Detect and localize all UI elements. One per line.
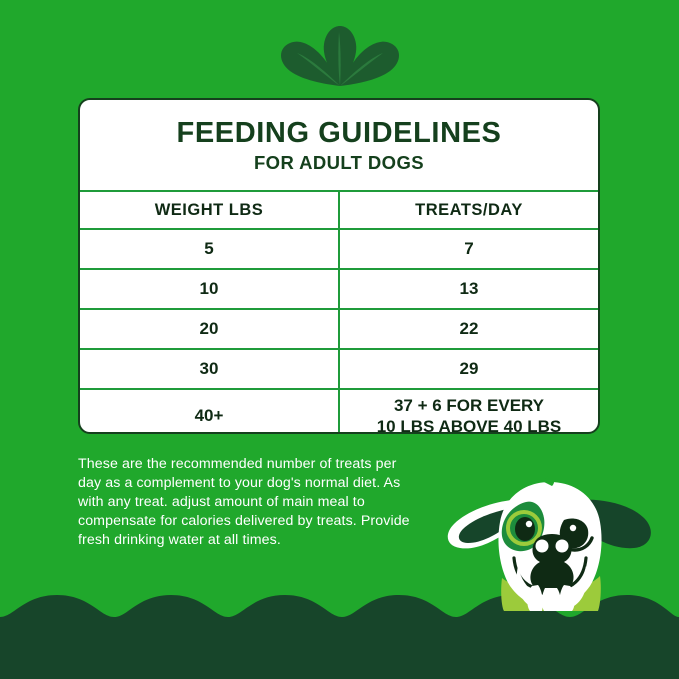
table-body: 5 7 10 13 20 22 30 29 40+ [80,228,598,434]
leaf-left-icon [281,41,340,86]
cell-treats: 22 [339,308,598,349]
dog-tooth-center [541,588,561,611]
page-subtitle: FOR ADULT DOGS [253,152,425,174]
dog-mouth-right [556,556,588,590]
feeding-note-text: These are the recommended number of trea… [78,456,410,548]
table-row: 5 7 [80,228,598,269]
three-leaf-logo [281,26,399,86]
feeding-table: WEIGHT LBS TREATS/DAY 5 7 10 13 20 22 [80,190,598,434]
leaf-center-icon [323,26,357,86]
cell-weight: 5 [80,228,340,269]
cell-weight: 20 [80,308,340,349]
table-row: 10 13 [80,268,598,309]
feeding-guidelines-card: FEEDING GUIDELINES FOR ADULT DOGS WEIGHT… [78,98,600,434]
leaf-right-icon [340,41,399,86]
dog-illustration [447,475,651,611]
dog-head-notch [544,475,555,486]
cell-treats-text: 37 + 6 FOR EVERY 10 LBS ABOVE 40 LBS [376,395,562,434]
table-header-row: WEIGHT LBS TREATS/DAY [80,190,598,229]
cell-treats: 7 [339,228,598,269]
table-row: 30 29 [80,348,598,389]
cell-weight: 10 [80,268,340,309]
cell-weight: 30 [80,348,340,389]
dog-nostril-right [555,539,569,553]
page-title: FEEDING GUIDELINES [176,116,502,149]
column-header-treats: TREATS/DAY [339,190,598,229]
dog-eye-left-highlight [525,520,533,528]
dog-eye-left [515,517,535,541]
cell-treats: 37 + 6 FOR EVERY 10 LBS ABOVE 40 LBS [339,388,598,434]
cell-treats: 13 [339,268,598,309]
dog-mouth [512,556,546,590]
column-header-weight: WEIGHT LBS [80,190,340,229]
cell-treats: 29 [339,348,598,389]
card-header: FEEDING GUIDELINES FOR ADULT DOGS [80,100,598,190]
table-row: 20 22 [80,308,598,349]
dog-eye-right-highlight [569,524,577,532]
table-header: WEIGHT LBS TREATS/DAY [80,190,598,229]
table-row: 40+ 37 + 6 FOR EVERY 10 LBS ABOVE 40 LBS [80,388,598,434]
dog-eye-patch-ring [506,510,542,546]
dog-nostril-left [535,539,549,553]
cell-weight: 40+ [80,388,340,432]
